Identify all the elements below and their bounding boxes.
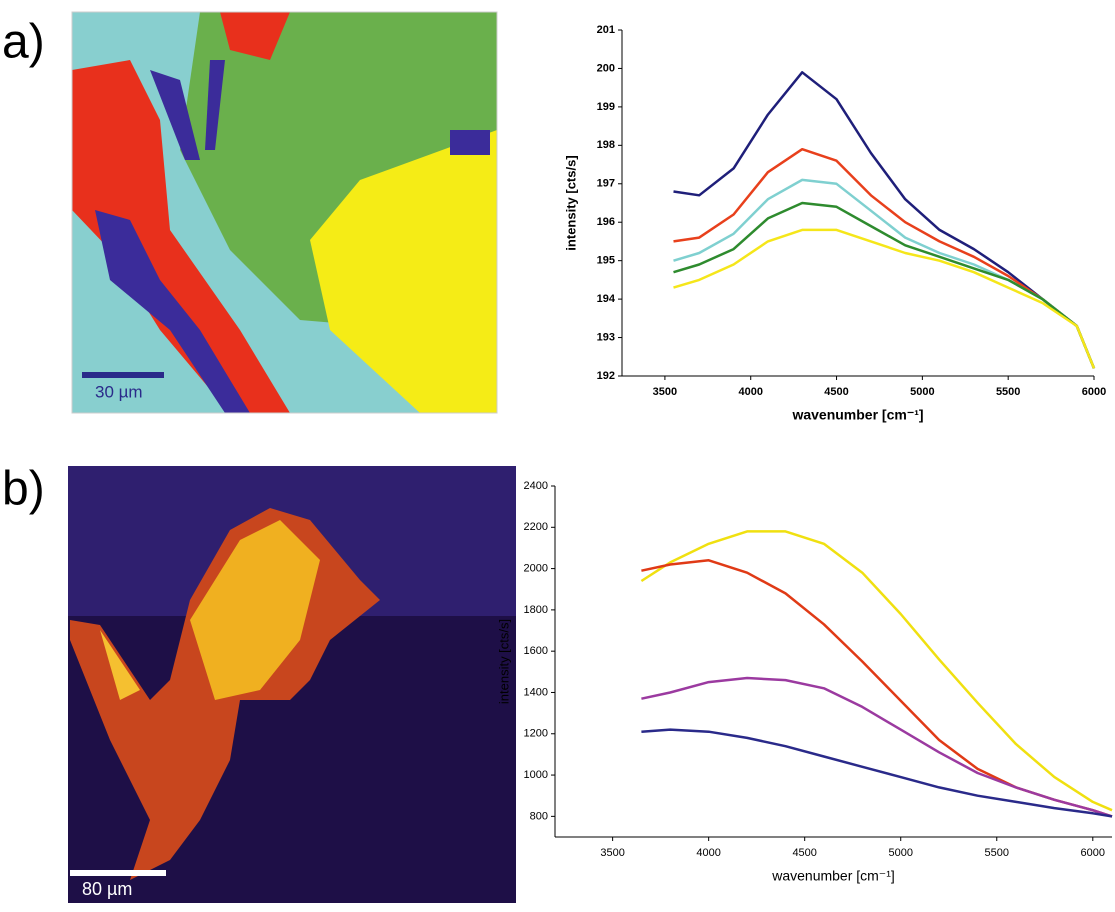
panel-label: b) [2,463,45,516]
y-tick-label: 2200 [524,521,548,533]
y-tick-label: 1000 [524,769,548,781]
series-line [673,228,1096,369]
y-tick-label: 200 [597,62,615,74]
y-axis-label: intensity [cts/s] [496,619,511,704]
y-tick-label: 199 [597,101,615,113]
y-tick-label: 201 [597,24,615,36]
y-tick-label: 2400 [524,480,548,492]
series-line [673,201,1096,369]
y-tick-label: 192 [597,370,615,382]
x-tick-label: 4000 [696,847,720,859]
y-tick-label: 195 [597,255,615,267]
series-line [641,728,1113,818]
x-tick-label: 3500 [653,386,677,398]
x-tick-label: 4500 [824,386,848,398]
series-line [641,559,1113,818]
y-tick-label: 197 [597,178,615,190]
x-tick-label: 5500 [996,386,1020,398]
map-a [71,11,498,414]
x-tick-label: 6000 [1082,386,1106,398]
y-tick-label: 194 [597,293,616,305]
x-tick-label: 6000 [1081,847,1105,859]
y-axis-label: intensity [cts/s] [563,155,578,250]
x-tick-label: 4500 [792,847,816,859]
map-b [68,466,516,903]
y-tick-label: 198 [597,139,615,151]
x-tick-label: 5000 [910,386,934,398]
y-tick-label: 1400 [524,686,548,698]
y-tick-label: 193 [597,331,615,343]
y-tick-label: 1800 [524,604,548,616]
x-tick-label: 3500 [600,847,624,859]
panel-label: a) [2,16,45,69]
x-tick-label: 4000 [738,386,762,398]
series-line [673,147,1096,369]
y-tick-label: 1600 [524,645,548,657]
x-tick-label: 5500 [985,847,1009,859]
x-axis-label: wavenumber [cm⁻¹] [771,868,895,884]
scale-bar-label: 30 µm [95,382,143,401]
series-line [640,530,1113,812]
series-line [673,178,1096,369]
y-tick-label: 2000 [524,562,548,574]
y-tick-label: 800 [530,810,548,822]
x-axis-label: wavenumber [cm⁻¹] [791,407,923,423]
y-tick-label: 1200 [524,728,548,740]
y-tick-label: 196 [597,216,615,228]
x-tick-label: 5000 [888,847,912,859]
scale-bar-label: 80 µm [82,879,132,899]
series-line [641,676,1113,818]
